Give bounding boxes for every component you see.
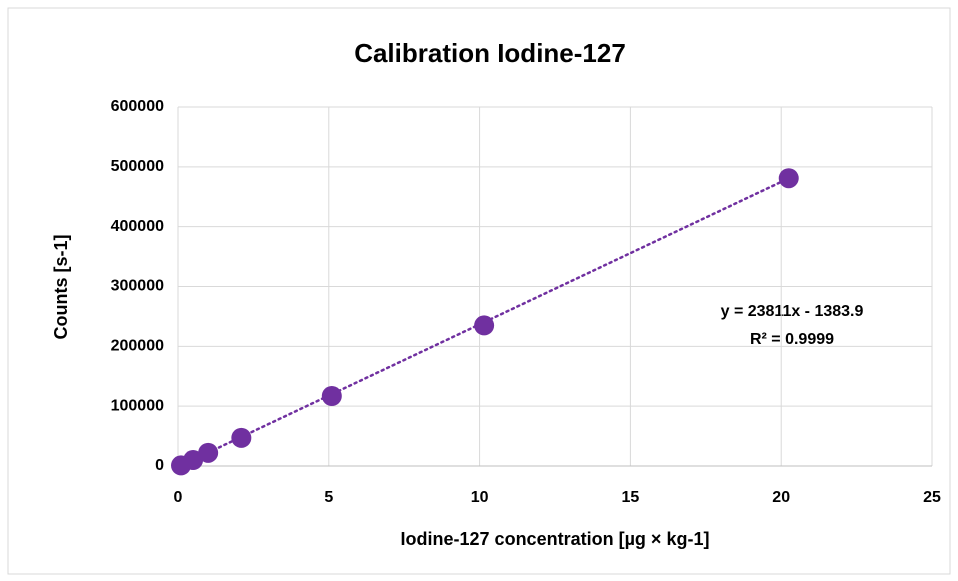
x-tick-label: 0 (174, 489, 183, 506)
point (231, 427, 252, 448)
y-axis-label: Counts [s-1] (51, 235, 71, 340)
x-tick-label: 20 (772, 489, 790, 506)
point (778, 168, 799, 189)
point (321, 385, 342, 406)
chart-title: Calibration Iodine-127 (354, 38, 626, 68)
x-tick-label: 10 (471, 489, 489, 506)
chart-frame (7, 7, 951, 575)
y-tick-label: 0 (155, 457, 164, 474)
trend-equation: y = 23811x - 1383.9 (721, 303, 864, 320)
y-tick-label: 500000 (111, 158, 164, 175)
y-tick-label: 100000 (111, 397, 164, 414)
point (183, 450, 204, 471)
y-tick-label: 200000 (111, 338, 164, 355)
x-axis-label: Iodine-127 concentration [µg × kg-1] (401, 529, 710, 549)
x-tick-label: 5 (324, 489, 333, 506)
x-tick-label: 25 (923, 489, 941, 506)
y-tick-label: 600000 (111, 98, 164, 115)
y-tick-label: 400000 (111, 218, 164, 235)
x-tick-label: 15 (622, 489, 640, 506)
trend-r2: R² = 0.9999 (750, 331, 834, 348)
y-tick-label: 300000 (111, 278, 164, 295)
point (474, 315, 495, 336)
point (198, 442, 219, 463)
